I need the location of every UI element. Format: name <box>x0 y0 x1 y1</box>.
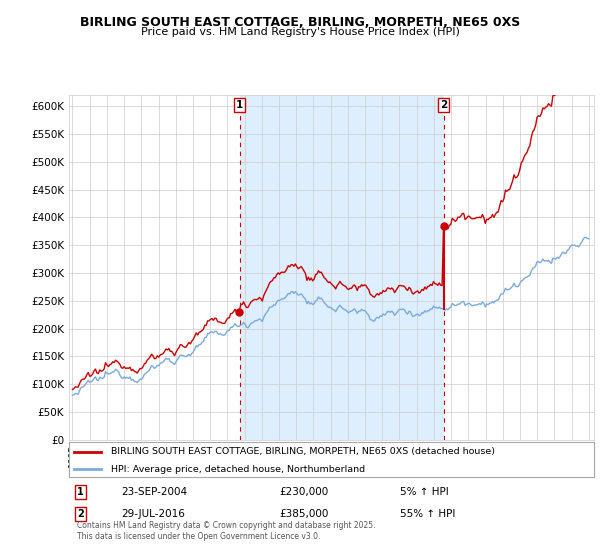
Text: 5% ↑ HPI: 5% ↑ HPI <box>400 487 449 497</box>
Text: 1: 1 <box>77 487 83 497</box>
Text: 2: 2 <box>77 509 83 519</box>
Text: 23-SEP-2004: 23-SEP-2004 <box>121 487 188 497</box>
Text: Contains HM Land Registry data © Crown copyright and database right 2025.
This d: Contains HM Land Registry data © Crown c… <box>77 521 376 540</box>
Text: Price paid vs. HM Land Registry's House Price Index (HPI): Price paid vs. HM Land Registry's House … <box>140 27 460 37</box>
Text: 2: 2 <box>440 100 448 110</box>
Text: 1: 1 <box>236 100 244 110</box>
Text: BIRLING SOUTH EAST COTTAGE, BIRLING, MORPETH, NE65 0XS (detached house): BIRLING SOUTH EAST COTTAGE, BIRLING, MOR… <box>111 447 495 456</box>
Text: £385,000: £385,000 <box>279 509 328 519</box>
Text: 29-JUL-2016: 29-JUL-2016 <box>121 509 185 519</box>
Text: 55% ↑ HPI: 55% ↑ HPI <box>400 509 455 519</box>
Text: £230,000: £230,000 <box>279 487 328 497</box>
Text: HPI: Average price, detached house, Northumberland: HPI: Average price, detached house, Nort… <box>111 465 365 474</box>
Text: BIRLING SOUTH EAST COTTAGE, BIRLING, MORPETH, NE65 0XS: BIRLING SOUTH EAST COTTAGE, BIRLING, MOR… <box>80 16 520 29</box>
Bar <box>240 95 444 440</box>
